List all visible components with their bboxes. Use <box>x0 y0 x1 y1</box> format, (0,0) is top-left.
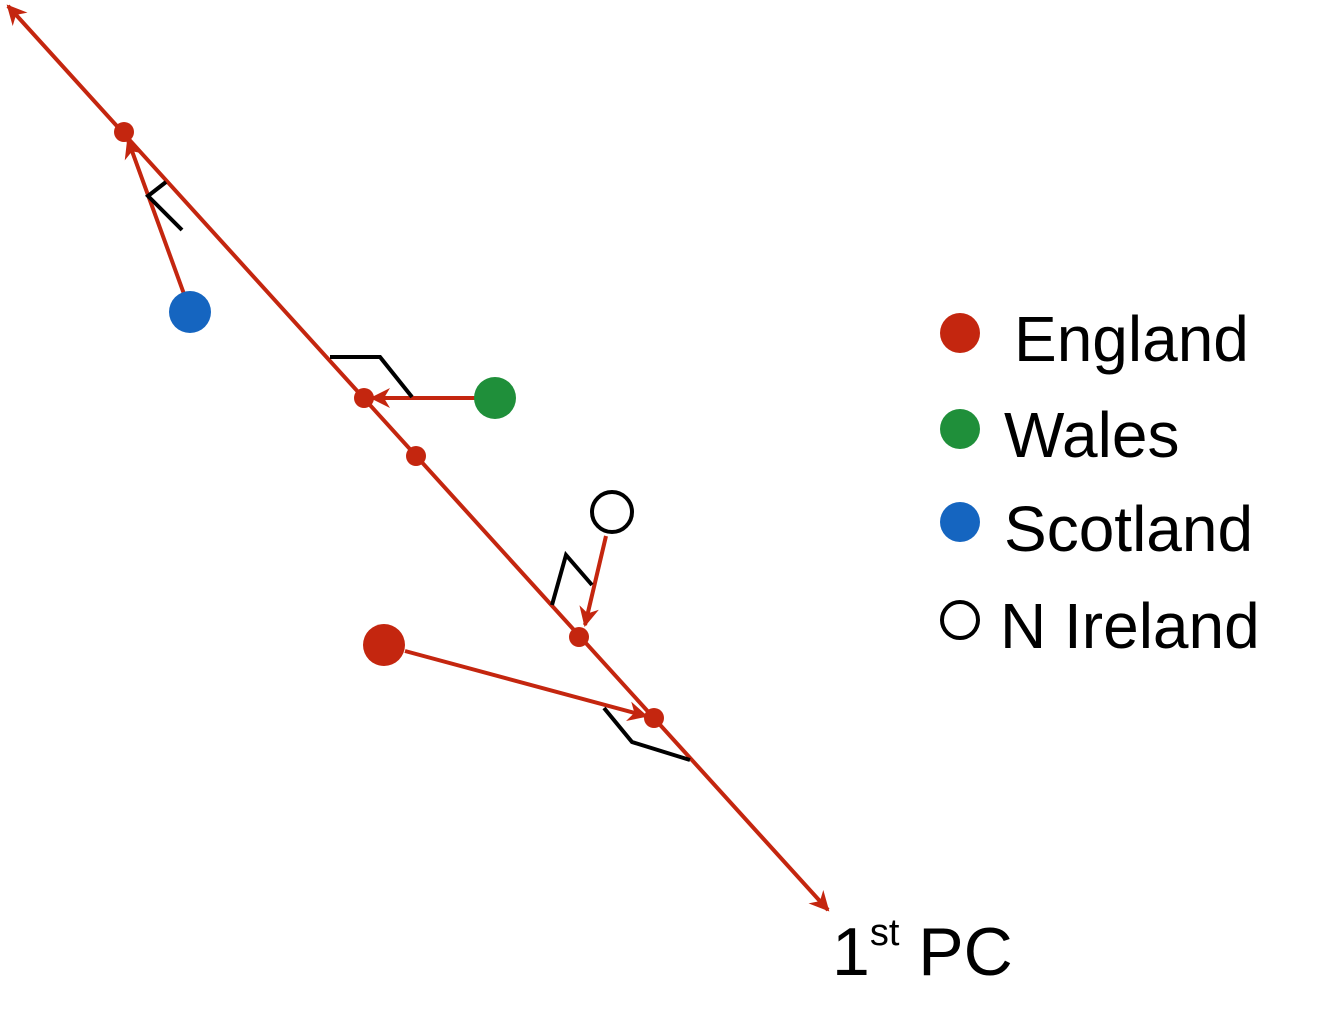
legend-item-england: England <box>940 303 1249 375</box>
projected-point-scotland <box>114 122 134 142</box>
point-england <box>363 624 405 666</box>
legend-item-wales: Wales <box>940 399 1179 471</box>
legend-label-wales: Wales <box>1004 399 1179 471</box>
legend-marker-n-ireland <box>940 600 980 640</box>
pc-axis-label-superscript: st <box>870 912 900 954</box>
legend-marker-wales <box>940 409 980 449</box>
legend-item-n-ireland: N Ireland <box>940 590 1260 662</box>
right-angle-mark-england <box>602 706 691 762</box>
projection-line-england <box>404 649 648 721</box>
projection-line-n-ireland <box>579 535 608 627</box>
legend: England Wales Scotland N Ireland <box>940 303 1260 662</box>
right-angle-mark-n-ireland <box>550 550 594 606</box>
point-wales <box>474 377 516 419</box>
projection-line-scotland <box>124 138 186 295</box>
legend-marker-scotland <box>940 502 980 542</box>
legend-marker-england <box>940 313 980 353</box>
right-angle-mark-scotland <box>144 180 184 232</box>
right-angle-mark-wales <box>330 355 414 399</box>
projected-point-england <box>644 708 664 728</box>
legend-label-scotland: Scotland <box>1004 493 1253 565</box>
projected-point-n-ireland <box>569 627 589 647</box>
projected-point-mean <box>406 446 426 466</box>
point-n-ireland <box>590 490 634 534</box>
legend-label-n-ireland: N Ireland <box>1000 590 1260 662</box>
pc-axis-label: 1st PC <box>832 912 1013 990</box>
pc-axis-label-text: PC <box>899 914 1012 990</box>
projected-point-wales <box>354 388 374 408</box>
pc-axis-label-number: 1 <box>832 914 870 990</box>
point-scotland <box>169 291 211 333</box>
legend-item-scotland: Scotland <box>940 493 1253 565</box>
legend-label-england: England <box>1014 303 1249 375</box>
